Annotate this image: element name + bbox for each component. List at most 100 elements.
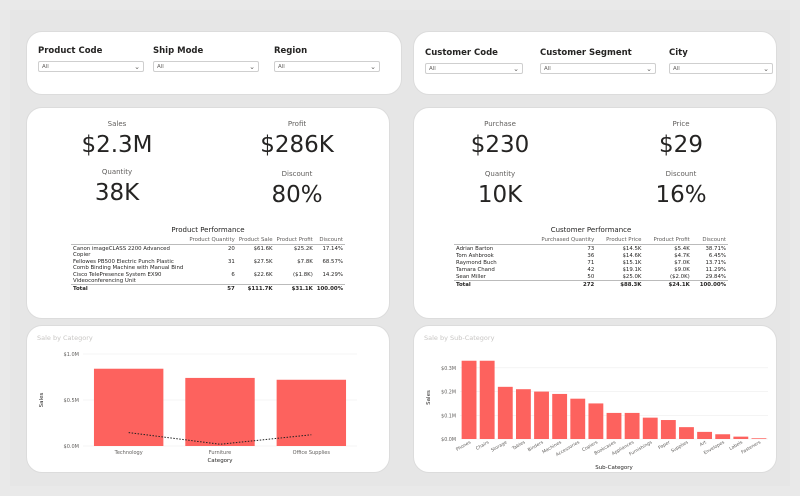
- table-row[interactable]: Fellowes PB500 Electric Punch Plastic Co…: [71, 258, 345, 271]
- kpi-card-right: Purchase $230 Price $29 Quantity 10K Dis…: [413, 107, 777, 319]
- city-slicer[interactable]: City All ⌄: [669, 48, 773, 74]
- table-row[interactable]: Adrian Barton 73 $14.5K $5.4K 38.71%: [454, 245, 728, 253]
- column-header[interactable]: [71, 236, 188, 245]
- slicer-label: Product Code: [38, 46, 103, 56]
- y-axis-label: Sales: [39, 393, 45, 408]
- customer-segment-dropdown[interactable]: All ⌄: [540, 63, 656, 74]
- table-cell: 36: [587, 252, 595, 259]
- table-cell: $4.7K: [674, 252, 690, 259]
- bar-accessories: [570, 398, 586, 439]
- table-total-row: Total 57 $111.7K $31.1K 100.00%: [71, 284, 345, 292]
- quantity-kpi: Quantity 38K: [67, 168, 167, 206]
- x-axis-label: Category: [207, 458, 233, 464]
- x-tick-label: Fasteners: [740, 439, 762, 455]
- dropdown-value: All: [673, 66, 680, 72]
- filters-card-right: Customer Code All ⌄ Customer Segment All ⌄…: [413, 31, 777, 95]
- dropdown-value: All: [544, 66, 551, 72]
- table-cell: Raymond Buch: [456, 259, 497, 266]
- x-tick-label: Chairs: [475, 439, 491, 452]
- region-slicer[interactable]: Region All ⌄: [274, 46, 380, 72]
- table-cell: $22.6K: [253, 271, 273, 278]
- product-code-slicer[interactable]: Product Code All ⌄: [38, 46, 144, 72]
- table-cell: $19.1K: [622, 266, 642, 273]
- kpi-card-left: Sales $2.3M Profit $286K Quantity 38K Di…: [26, 107, 390, 319]
- kpi-value: $29: [659, 132, 703, 158]
- bar-envelopes: [715, 434, 731, 439]
- table-cell: ($2.0K): [670, 273, 690, 280]
- column-header[interactable]: Product Price: [596, 236, 644, 245]
- product-code-dropdown[interactable]: All ⌄: [38, 61, 144, 72]
- table-cell: Canon imageCLASS 2200 Advanced Copier: [73, 245, 170, 258]
- kpi-label: Sales: [107, 120, 127, 128]
- x-tick-label: Tables: [510, 439, 527, 452]
- table-cell: $88.3K: [596, 280, 644, 288]
- filters-card-left: Product Code All ⌄ Ship Mode All ⌄ Region …: [26, 31, 402, 95]
- kpi-label: Quantity: [101, 168, 133, 176]
- ship-mode-slicer[interactable]: Ship Mode All ⌄: [153, 46, 259, 72]
- column-header[interactable]: Product Quantity: [187, 236, 237, 245]
- customer-code-slicer[interactable]: Customer Code All ⌄: [425, 48, 523, 74]
- price-kpi: Price $29: [631, 120, 731, 158]
- table-row[interactable]: Sean Miller 50 $25.0K ($2.0K) 29.84%: [454, 273, 728, 281]
- bar-binders: [534, 391, 549, 439]
- table-cell: $24.1K: [643, 280, 692, 288]
- kpi-value: 38K: [94, 180, 140, 206]
- table-cell: 14.29%: [322, 271, 343, 278]
- profit-kpi: Profit $286K: [247, 120, 347, 158]
- column-header[interactable]: Discount: [691, 236, 728, 245]
- customer-performance-table: Customer Performance Purchased Quantity …: [454, 226, 728, 288]
- table-row[interactable]: Raymond Buch 71 $15.1K $7.0K 13.71%: [454, 259, 728, 266]
- city-dropdown[interactable]: All ⌄: [669, 63, 773, 74]
- sales-kpi: Sales $2.3M: [67, 120, 167, 158]
- ship-mode-dropdown[interactable]: All ⌄: [153, 61, 259, 72]
- customer-code-dropdown[interactable]: All ⌄: [425, 63, 523, 74]
- y-tick-label: $1.0M: [64, 352, 79, 358]
- table-row[interactable]: Tamara Chand 42 $19.1K $9.0K 11.29%: [454, 266, 728, 273]
- chevron-down-icon: ⌄: [646, 65, 652, 73]
- column-header[interactable]: Product Sale: [236, 236, 275, 245]
- column-header[interactable]: Discount: [314, 236, 345, 245]
- x-tick-label: Supplies: [670, 439, 690, 454]
- bar-copiers: [588, 403, 604, 439]
- table-row[interactable]: Canon imageCLASS 2200 Advanced Copier 20…: [71, 245, 345, 259]
- discount-kpi: Discount 80%: [247, 170, 347, 208]
- x-tick-label: Paper: [657, 439, 671, 451]
- table-row[interactable]: Tom Ashbrook 36 $14.6K $4.7K 6.45%: [454, 252, 728, 259]
- x-tick-label: Phones: [455, 439, 473, 453]
- bar-fasteners: [751, 438, 767, 439]
- column-header[interactable]: Product Profit: [643, 236, 692, 245]
- sale-by-category-chart[interactable]: $0.0M $0.5M $1.0M Technology Furniture Office…: [27, 326, 391, 474]
- customer-segment-slicer[interactable]: Customer Segment All ⌄: [540, 48, 656, 74]
- bar-art: [697, 431, 713, 439]
- table-cell: Tamara Chand: [456, 266, 495, 273]
- table-cell: Tom Ashbrook: [456, 252, 494, 259]
- column-header[interactable]: Purchased Quantity: [528, 236, 597, 245]
- table-cell: 73: [587, 245, 595, 252]
- bar-furnishings: [642, 417, 658, 439]
- table-cell: Total: [454, 280, 528, 288]
- dropdown-value: All: [278, 64, 285, 70]
- column-header[interactable]: [454, 236, 528, 245]
- table-cell: 20: [227, 245, 235, 252]
- quantity-kpi: Quantity 10K: [450, 170, 550, 208]
- table-cell: 17.14%: [322, 245, 343, 252]
- column-header[interactable]: Product Profit: [274, 236, 315, 245]
- table-title: Customer Performance: [550, 226, 632, 234]
- table-row[interactable]: Cisco TelePresence System EX90 Videoconf…: [71, 271, 345, 285]
- sale-by-subcategory-chart[interactable]: $0.0M $0.1M $0.2M $0.3M Phones Chairs Storage T…: [414, 326, 778, 474]
- x-axis-label: Sub-Category: [595, 465, 633, 471]
- kpi-value: $230: [470, 132, 530, 158]
- table-cell: Fellowes PB500 Electric Punch Plastic Co…: [73, 258, 184, 271]
- table-title: Product Performance: [171, 226, 245, 234]
- x-tick-label: Furniture: [209, 450, 231, 456]
- kpi-label: Discount: [281, 170, 313, 178]
- table-cell: $5.4K: [674, 245, 690, 252]
- region-dropdown[interactable]: All ⌄: [274, 61, 380, 72]
- table-cell: 100.00%: [314, 284, 345, 292]
- purchase-kpi: Purchase $230: [450, 120, 550, 158]
- table-cell: $31.1K: [274, 284, 315, 292]
- y-tick-label: $0.0M: [64, 444, 79, 450]
- kpi-label: Discount: [665, 170, 697, 178]
- table-cell: Sean Miller: [456, 273, 486, 280]
- x-tick-label: Envelopes: [703, 439, 727, 456]
